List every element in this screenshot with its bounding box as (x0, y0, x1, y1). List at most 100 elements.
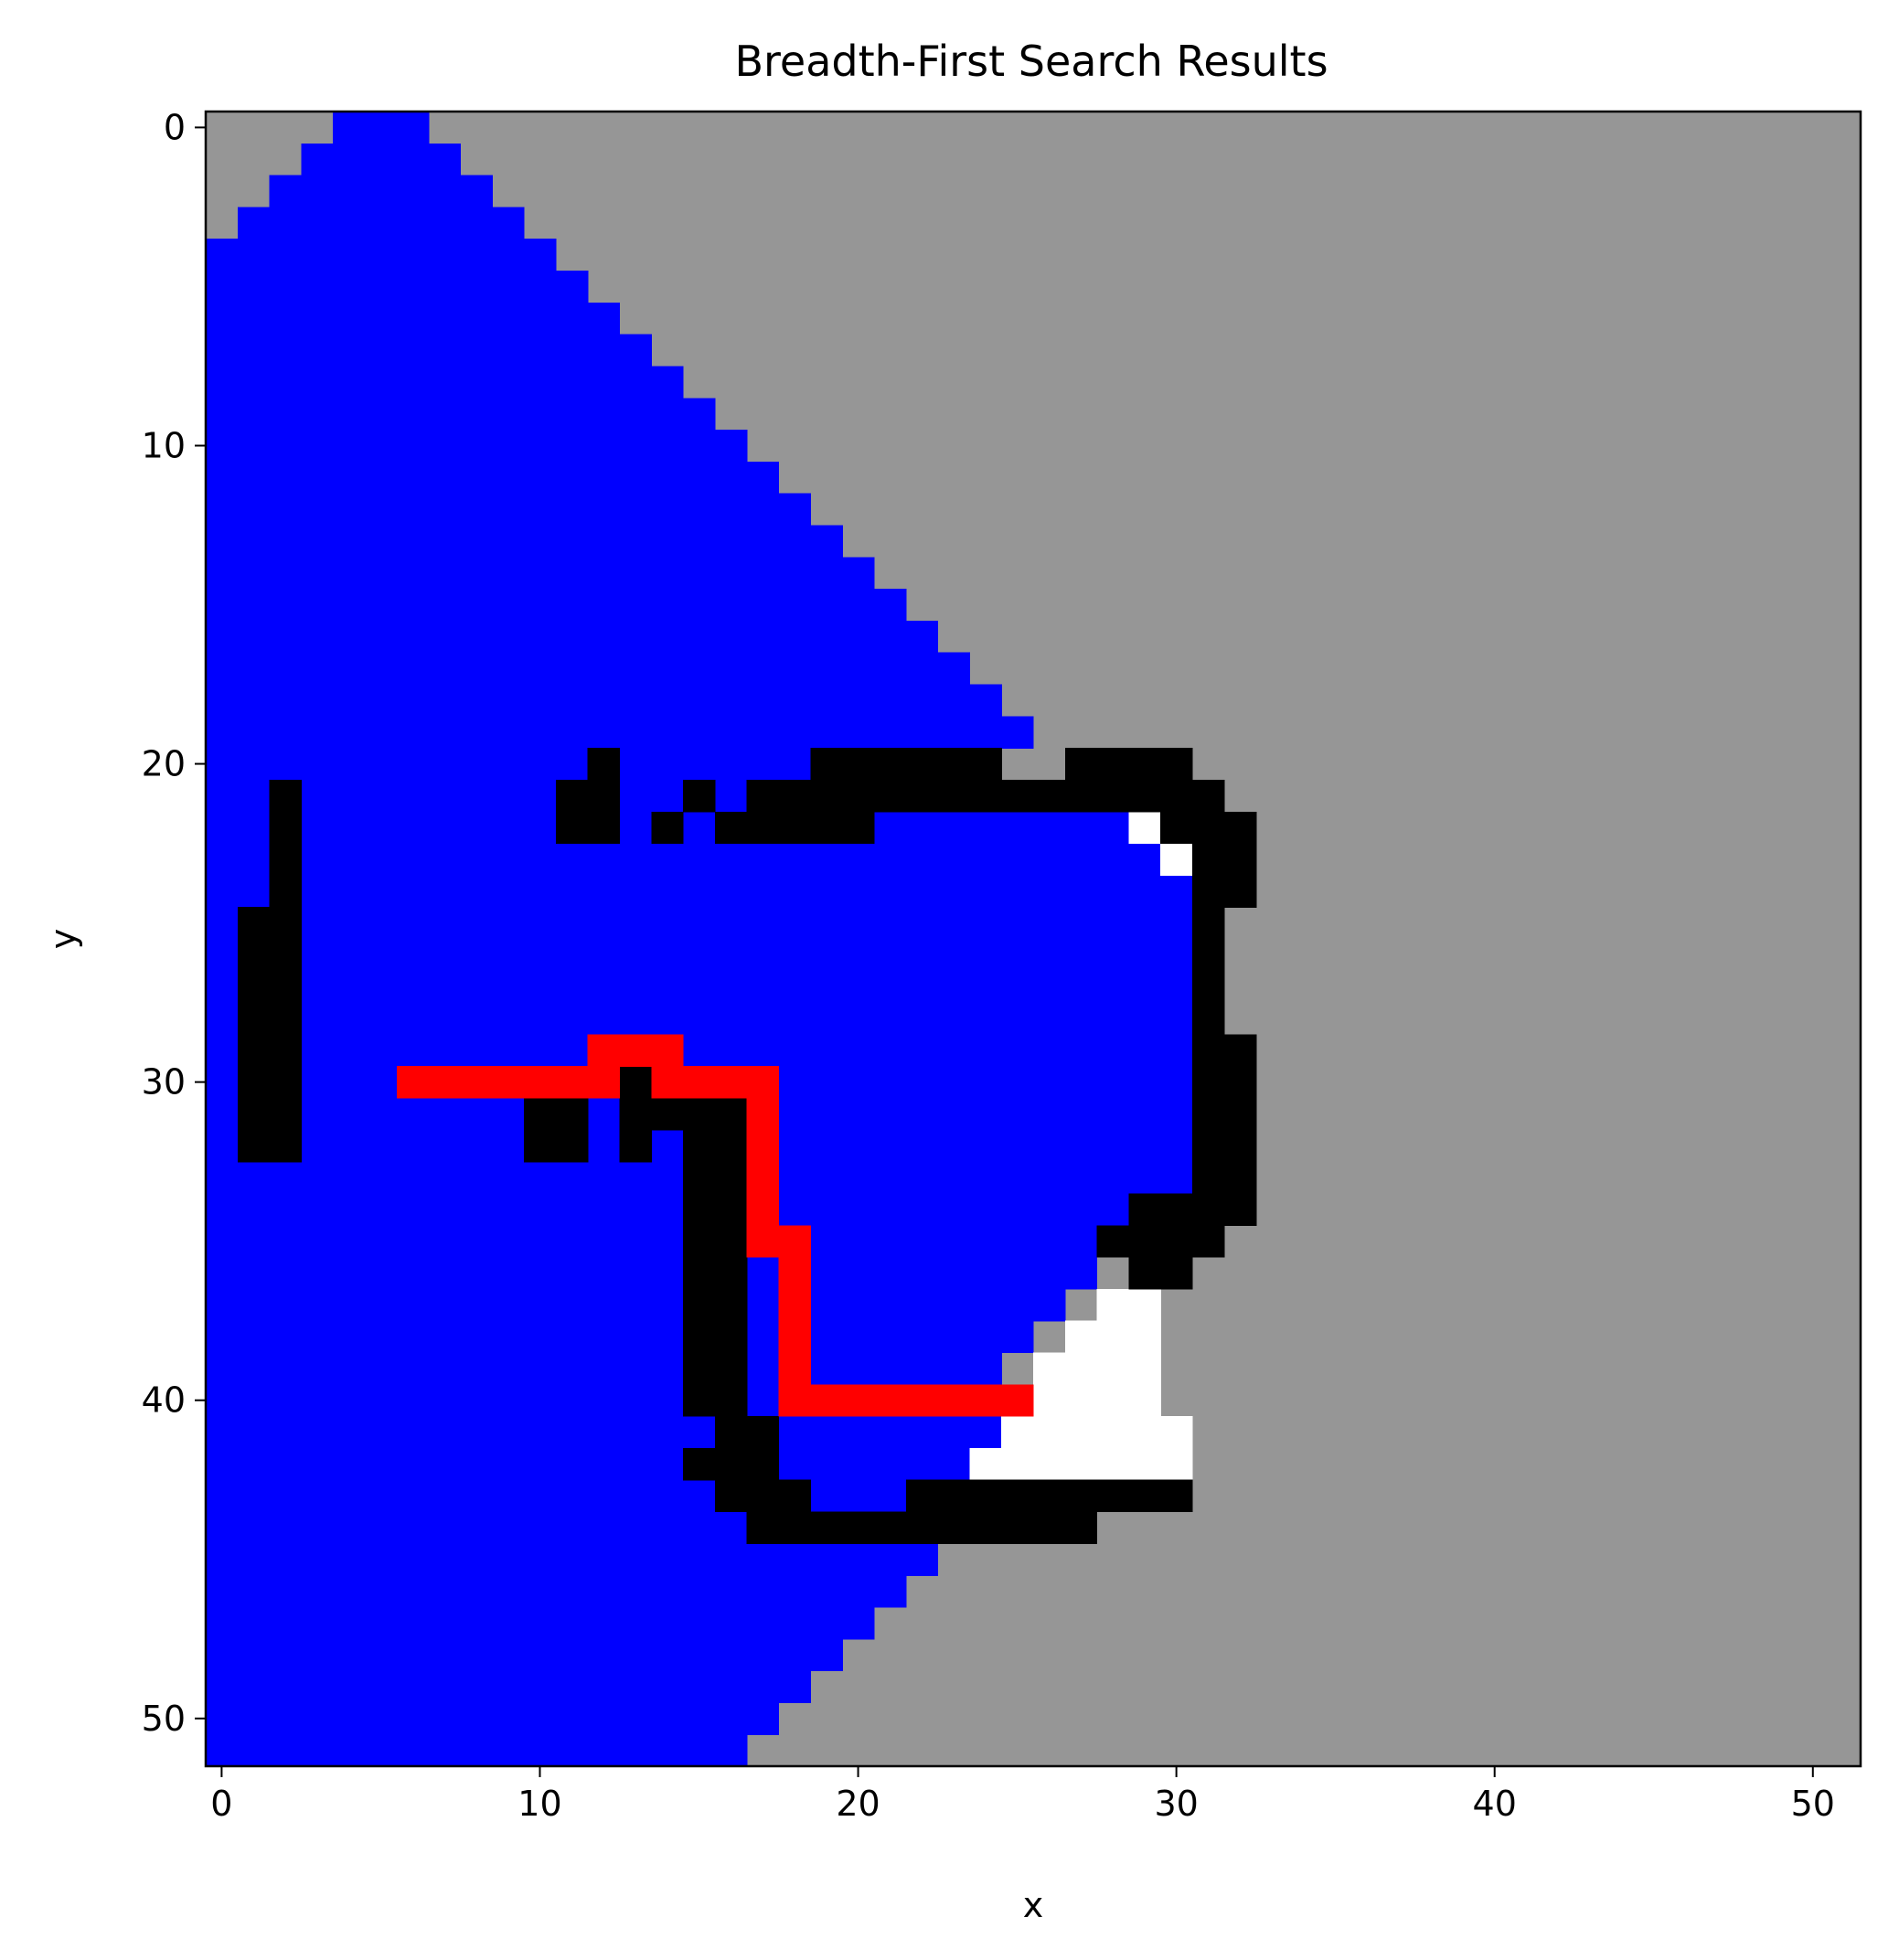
y-tick-label: 30 (142, 1062, 186, 1102)
y-axis: 0 10 20 30 40 50 (142, 107, 206, 1739)
path-cell (810, 1384, 843, 1417)
visited-cells (206, 1320, 1034, 1354)
x-tick-label: 40 (1473, 1784, 1517, 1824)
visited-cells (206, 271, 589, 304)
visited-cells (206, 907, 1193, 940)
obstacle-cells (683, 779, 716, 813)
obstacle-cells (746, 779, 1225, 813)
x-axis-label: x (1023, 1885, 1044, 1925)
obstacle-cells (746, 1511, 1098, 1544)
path-cell (428, 1066, 462, 1099)
visited-cells (206, 239, 557, 272)
y-tick-label: 50 (142, 1699, 186, 1739)
path-cell (651, 1034, 684, 1067)
visited-cells (206, 1447, 970, 1481)
y-tick-label: 0 (164, 107, 186, 147)
free-cell (1128, 1320, 1161, 1354)
visited-cells (206, 1638, 843, 1672)
visited-cells (237, 207, 525, 240)
free-cell (1064, 1320, 1098, 1354)
free-cell (1096, 1352, 1130, 1385)
visited-cells (206, 302, 621, 336)
visited-cells (333, 112, 430, 144)
free-cell (1033, 1384, 1066, 1417)
visited-cells (206, 1734, 748, 1767)
path-cell (555, 1066, 589, 1099)
free-cell (969, 1447, 1002, 1481)
visited-cells (301, 143, 462, 176)
obstacle-cells (651, 811, 684, 845)
free-cell (1096, 1288, 1130, 1322)
visited-cells (206, 1416, 1002, 1449)
visited-cells (206, 1034, 1193, 1067)
visited-cells (206, 1479, 970, 1513)
path-cell (842, 1384, 875, 1417)
visited-cells (206, 970, 1193, 1004)
path-cell (396, 1066, 430, 1099)
path-cell (969, 1384, 1002, 1417)
free-cell (1064, 1447, 1098, 1481)
x-tick-label: 0 (210, 1784, 232, 1824)
x-tick-label: 20 (836, 1784, 880, 1824)
path-cell (937, 1384, 970, 1417)
visited-cells (206, 684, 1002, 717)
free-cell (1160, 1447, 1193, 1481)
path-cell (778, 1257, 811, 1290)
visited-cells (206, 875, 1193, 908)
obstacle-cells (810, 748, 1002, 781)
visited-cells (206, 461, 780, 495)
obstacle-cells (619, 1066, 652, 1163)
obstacle-cells (555, 779, 621, 845)
visited-cells (206, 493, 811, 527)
path-cell (587, 1066, 621, 1099)
path-cell (778, 1288, 811, 1322)
visited-cells (206, 1606, 875, 1640)
path-cell (683, 1066, 716, 1099)
obstacle-cells (237, 907, 303, 1163)
free-cell (1160, 1416, 1193, 1449)
visited-cells (206, 1670, 811, 1703)
free-cell (1096, 1416, 1130, 1449)
path-cell (587, 1034, 621, 1067)
obstacle-cells (905, 1479, 1193, 1513)
path-cell (492, 1066, 525, 1099)
y-tick-label: 40 (142, 1380, 186, 1421)
path-cell (619, 1034, 652, 1067)
free-cell (1096, 1320, 1130, 1354)
y-tick-label: 10 (142, 425, 186, 465)
path-cell (746, 1129, 780, 1163)
visited-cells (206, 1702, 780, 1735)
x-tick-label: 50 (1791, 1784, 1835, 1824)
x-tick-label: 10 (517, 1784, 561, 1824)
obstacle-cells (714, 1479, 811, 1513)
free-cell (1001, 1416, 1034, 1449)
visited-cells (206, 557, 875, 590)
visited-cells (206, 589, 907, 622)
visited-cells (206, 1002, 1193, 1036)
visited-cells (206, 1288, 1066, 1322)
free-cell (1128, 1384, 1161, 1417)
free-cell (1128, 1288, 1161, 1322)
free-cell (1033, 1416, 1066, 1449)
path-cell (1001, 1384, 1034, 1417)
free-cell (1033, 1352, 1066, 1385)
plot-frame (204, 110, 1862, 1768)
free-cell (1128, 811, 1161, 845)
path-cell (746, 1161, 780, 1195)
y-tick-label: 20 (142, 744, 186, 784)
obstacle-cells (1192, 1034, 1257, 1226)
visited-cells (206, 398, 716, 431)
free-cell (1128, 1352, 1161, 1385)
obstacle-cells (683, 1447, 780, 1481)
free-cell (1001, 1447, 1034, 1481)
visited-cells (206, 716, 1034, 749)
free-cell (1160, 843, 1193, 876)
plot-area (206, 112, 1862, 1767)
free-cell (1064, 1352, 1098, 1385)
visited-cells (206, 843, 1193, 876)
visited-cells (206, 1543, 939, 1576)
obstacle-cells (1096, 1225, 1225, 1258)
visited-cells (206, 620, 939, 654)
visited-cells (206, 939, 1193, 972)
